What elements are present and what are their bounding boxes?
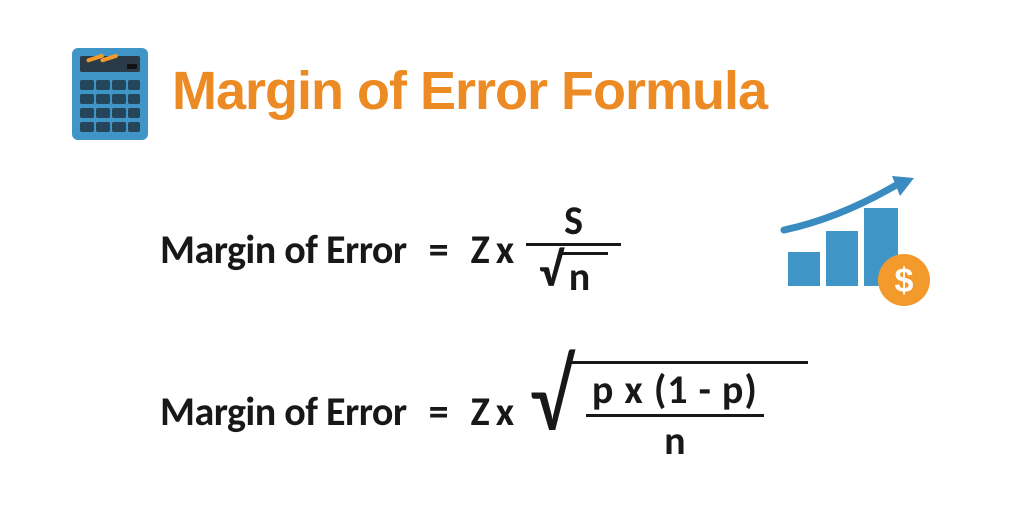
header: Margin of Error Formula xyxy=(72,42,767,140)
calculator-icon xyxy=(72,42,148,140)
equals-sign: = xyxy=(429,225,449,274)
denominator: √ n xyxy=(539,246,608,298)
formula-2-rhs: Z x √ p x (1 - p) n xyxy=(471,360,808,463)
multiply-sign: x xyxy=(496,225,514,274)
z-symbol: Z xyxy=(471,225,490,274)
radicand: n xyxy=(561,252,608,298)
formula-1-lhs: Margin of Error xyxy=(160,225,407,274)
z-symbol: Z xyxy=(471,387,490,436)
multiply-sign: x xyxy=(496,387,514,436)
formula-2: Margin of Error = Z x √ p x (1 - p) n xyxy=(160,360,808,463)
formula-1: Margin of Error = Z x S √ n xyxy=(160,200,621,298)
page-title: Margin of Error Formula xyxy=(172,60,767,122)
radicand: p x (1 - p) n xyxy=(570,361,808,463)
equals-sign: = xyxy=(429,387,449,436)
svg-text:$: $ xyxy=(895,262,914,300)
fraction: p x (1 - p) n xyxy=(586,368,764,463)
numerator: p x (1 - p) xyxy=(586,368,764,414)
denominator: n xyxy=(664,417,685,463)
growth-chart-icon: $ xyxy=(780,170,940,310)
radical-icon: √ xyxy=(539,248,563,291)
square-root: √ p x (1 - p) n xyxy=(526,360,808,463)
fraction: S √ n xyxy=(526,200,621,298)
formula-1-rhs: Z x S √ n xyxy=(471,200,621,298)
radical-icon: √ xyxy=(530,360,572,432)
formula-2-lhs: Margin of Error xyxy=(160,387,407,436)
numerator: S xyxy=(526,200,621,243)
